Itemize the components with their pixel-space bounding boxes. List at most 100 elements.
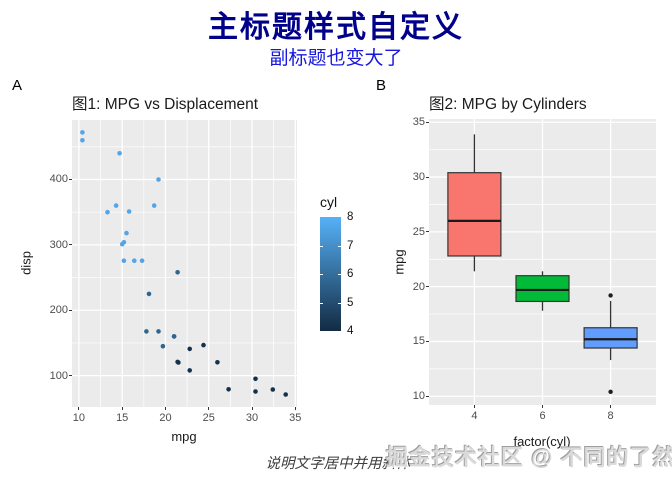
y-axis-tick-label: 200 [49, 304, 68, 317]
scatter-point [187, 368, 192, 373]
subtitle: 副标题也变大了 [269, 48, 403, 69]
scatter-point [201, 342, 206, 348]
scatter-point [226, 387, 231, 392]
scatter-point [160, 343, 166, 349]
legend-tick-label: 5 [347, 296, 354, 309]
x-axis-tick [473, 405, 475, 408]
x-axis-tick-label: 25 [202, 412, 215, 424]
main-title: 主标题样式自定义 [208, 11, 464, 44]
scatter-point [175, 359, 180, 365]
x-axis-tick-label: 10 [72, 412, 86, 424]
scatter-point [171, 334, 177, 339]
caption: 说明文字居中并用斜体 [265, 456, 411, 472]
y-axis-tick-label: 35 [412, 116, 425, 129]
scatter-point [156, 329, 161, 334]
outlier-point [608, 389, 613, 395]
boxplot-area [429, 119, 656, 405]
scatter-point [124, 230, 129, 236]
scatter-point [151, 203, 157, 208]
y-axis-tick-label: 100 [49, 369, 68, 382]
y-axis-tick-label: 400 [49, 173, 68, 186]
y-axis-tick-label: 15 [412, 335, 425, 348]
scatter-point [80, 138, 85, 143]
y-axis-tick-label: 30 [412, 171, 425, 184]
panel-a-tag: A [12, 77, 23, 94]
scatter-point [156, 177, 161, 182]
panel-b-tag: B [376, 77, 387, 94]
legend-gradient-bar [320, 217, 341, 331]
x-axis-tick [610, 405, 612, 408]
legend-tick-label: 6 [347, 268, 354, 280]
y-axis-tick [426, 176, 429, 178]
legend-tick-mark [338, 274, 341, 275]
x-axis-tick-label: 8 [607, 410, 614, 422]
box-8 [583, 327, 638, 349]
legend-tick-label: 8 [347, 211, 354, 223]
watermark: 掘金技术社区 @ 不同的了然 [386, 445, 672, 470]
y-axis-tick [426, 286, 429, 288]
x-axis-tick [542, 405, 543, 408]
x-axis-tick-label: 4 [471, 410, 478, 422]
scatter-point [119, 241, 125, 247]
y-axis-tick [69, 178, 72, 180]
legend-tick-label: 7 [347, 239, 354, 252]
legend-tick-mark [320, 274, 323, 275]
scatter-point [126, 209, 132, 214]
y-axis-tick-label: 25 [412, 225, 425, 238]
scatter-point [117, 151, 122, 156]
scatter-point [270, 387, 276, 392]
legend-tick-mark [338, 302, 341, 304]
box-6 [515, 275, 570, 303]
x-axis-tick-label: 35 [289, 412, 302, 424]
scatter-point [187, 346, 192, 352]
legend-tick-label: 4 [347, 325, 354, 337]
x-axis-tick [208, 407, 210, 410]
scatter-point [80, 130, 85, 135]
scatter-point [215, 360, 220, 365]
x-axis-tick [121, 407, 123, 410]
scatter-point [144, 329, 149, 334]
x-axis-tick-label: 20 [159, 412, 172, 424]
x-axis-tick-label: 6 [539, 410, 546, 422]
panel-a-y-axis-title: disp [18, 251, 34, 275]
scatter-point [139, 258, 145, 263]
y-axis-tick [69, 244, 72, 246]
legend-tick-mark [320, 302, 323, 304]
y-axis-tick-label: 10 [412, 390, 425, 403]
x-axis-tick [164, 407, 166, 410]
x-axis-tick [294, 407, 296, 410]
scatter-plot-area [72, 120, 297, 407]
scatter-point [283, 392, 288, 397]
y-axis-tick [426, 395, 429, 397]
scatter-point [105, 209, 110, 215]
legend-tick-mark [338, 245, 341, 247]
y-axis-tick [69, 309, 72, 311]
legend-title: cyl [320, 194, 338, 210]
box-4 [447, 172, 502, 257]
scatter-point [132, 258, 137, 263]
panel-b-title: 图2: MPG by Cylinders [429, 96, 587, 113]
y-axis-tick [426, 231, 429, 233]
scatter-point [253, 376, 258, 382]
panel-a-x-axis-title: mpg [171, 429, 197, 444]
panel-b-x-axis-title: factor(cyl) [513, 434, 571, 449]
panel-a-title: 图1: MPG vs Displacement [72, 96, 259, 113]
x-axis-tick-label: 15 [116, 412, 129, 424]
y-axis-tick-label: 300 [49, 238, 68, 251]
y-axis-tick-label: 20 [412, 280, 425, 293]
panel-b-y-axis-title: mpg [391, 249, 407, 275]
outlier-point [608, 293, 613, 298]
x-axis-tick [78, 407, 80, 410]
scatter-point [121, 258, 127, 263]
y-axis-tick [69, 375, 72, 377]
x-axis-tick-label: 30 [245, 412, 259, 424]
scatter-point [146, 291, 152, 297]
y-axis-tick [426, 121, 429, 123]
y-axis-tick [426, 340, 429, 342]
legend-tick-mark [320, 245, 323, 247]
scatter-point [253, 389, 258, 394]
scatter-point [113, 203, 119, 208]
x-axis-tick [251, 407, 253, 410]
scatter-point [175, 270, 180, 275]
